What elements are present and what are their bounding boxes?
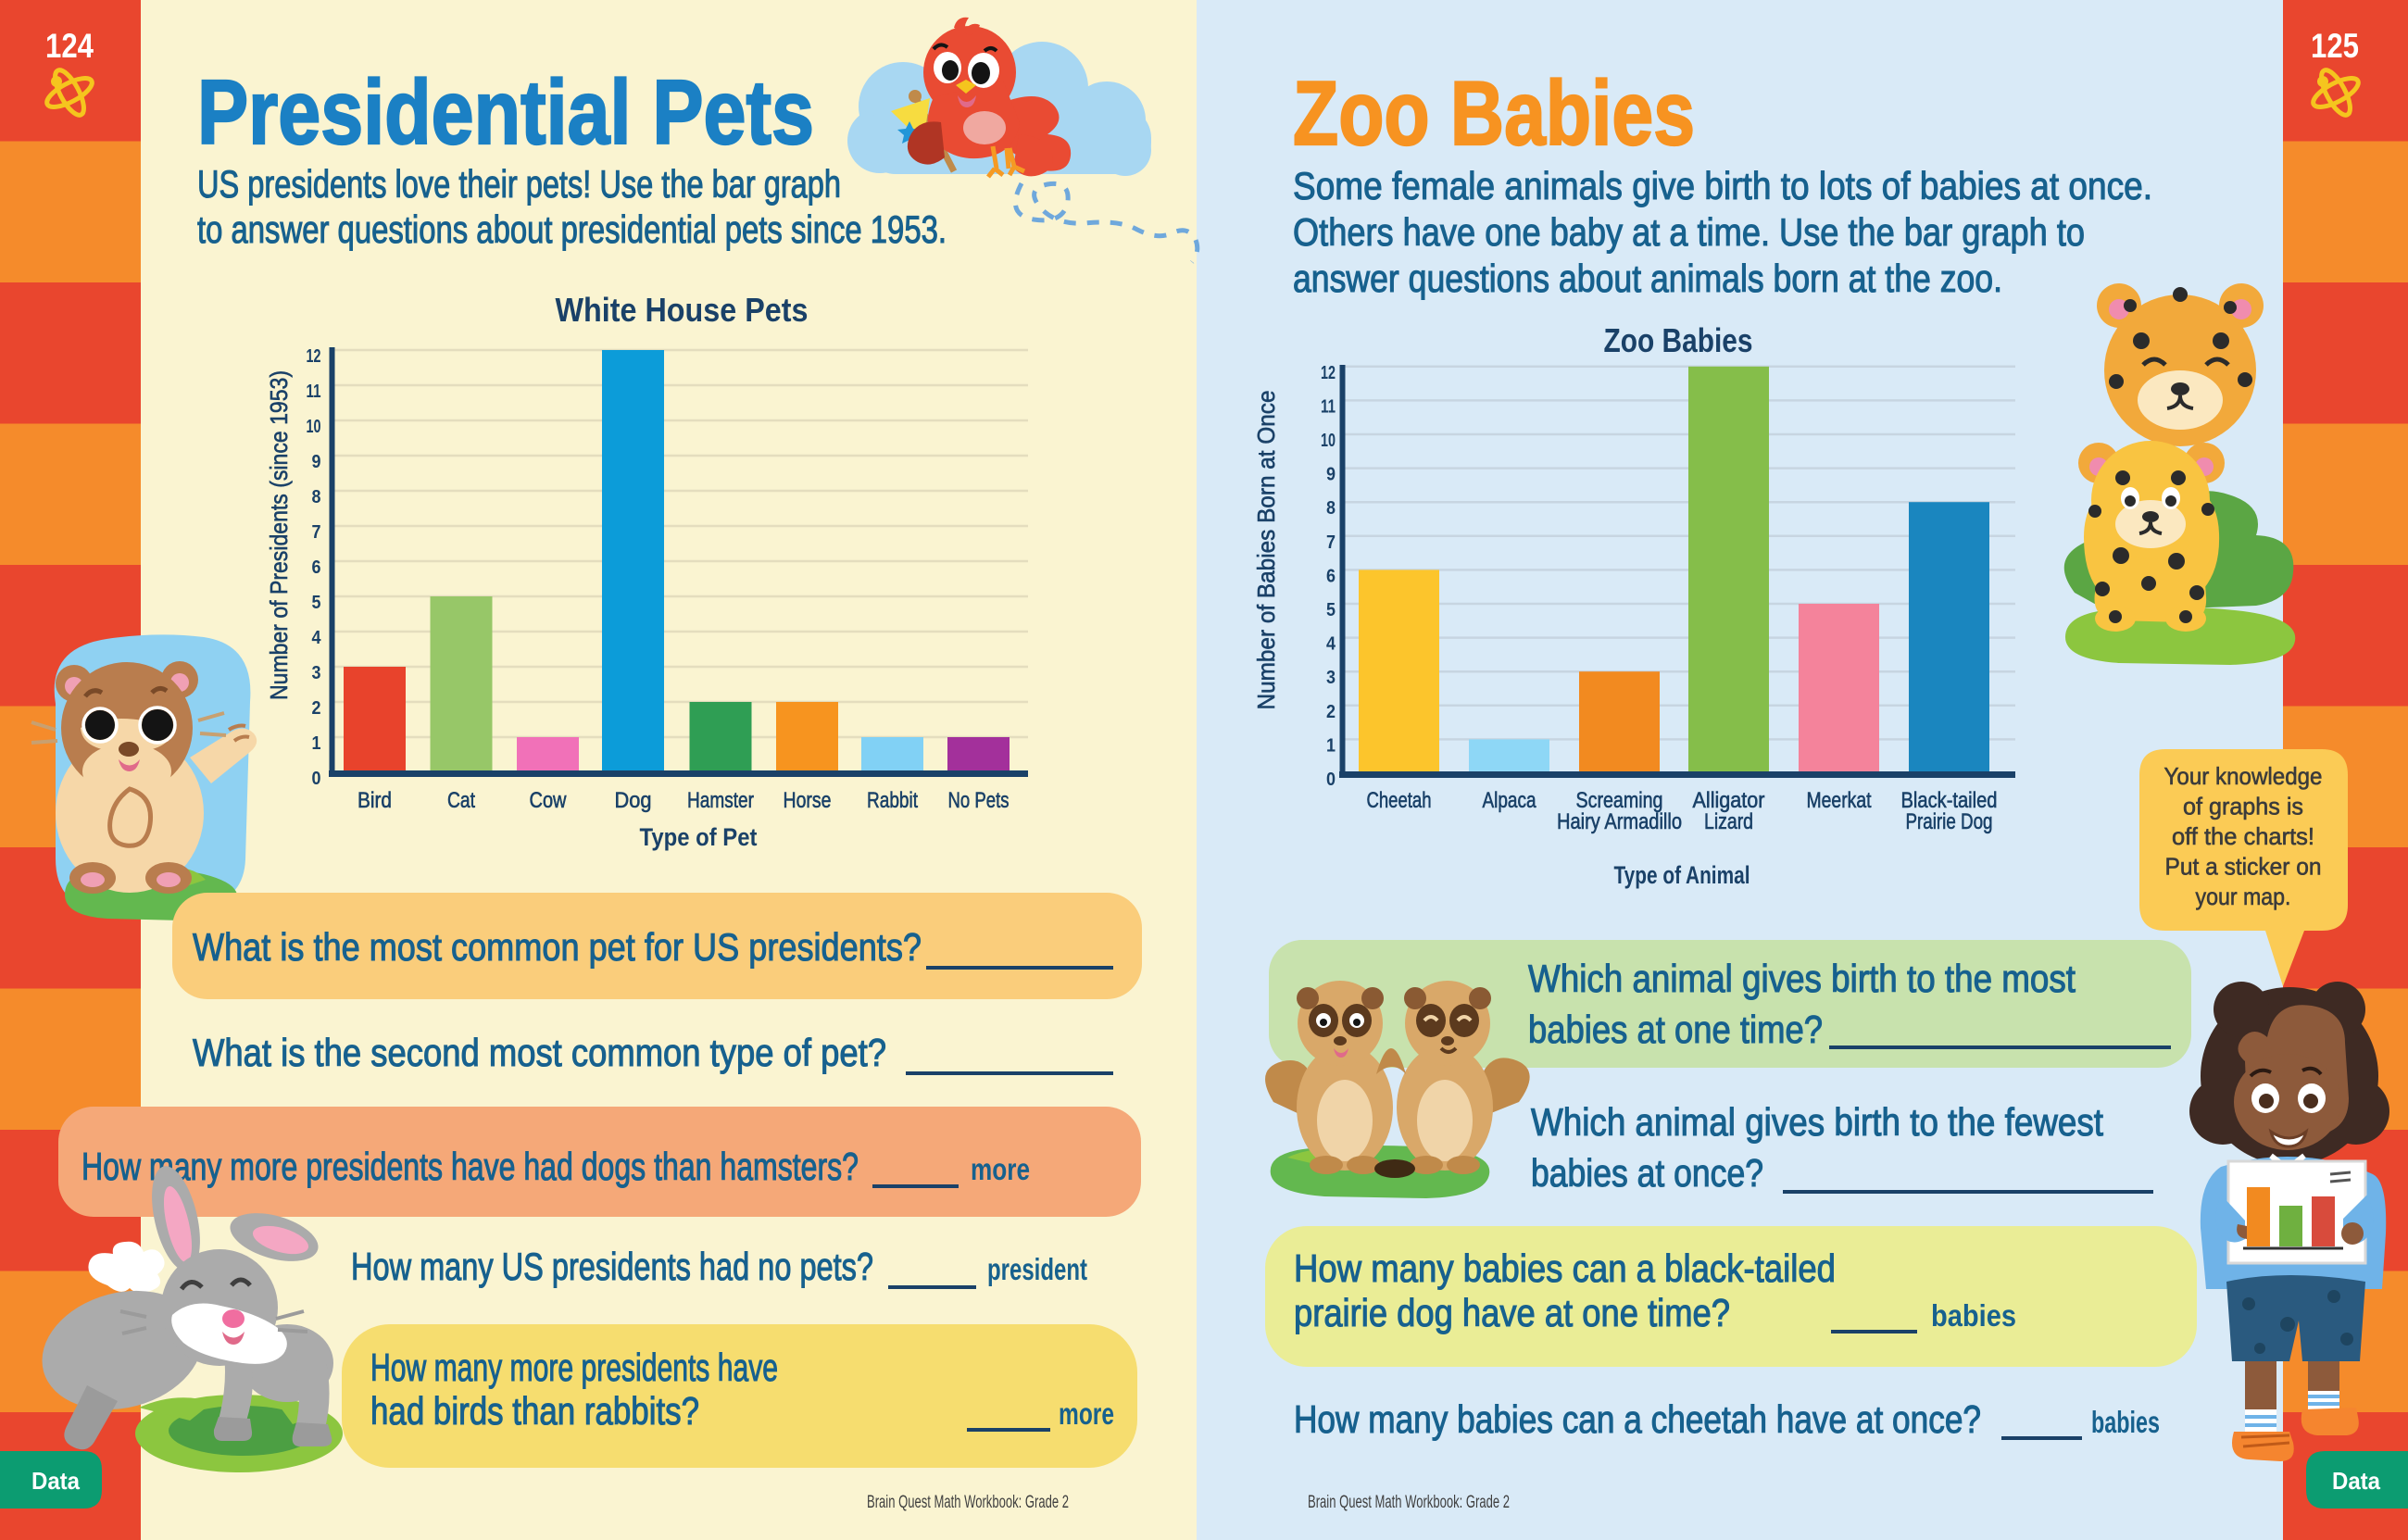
svg-text:to answer questions about pres: to answer questions about presidential p… [197,207,947,251]
svg-text:10: 10 [307,417,321,437]
svg-text:Screaming: Screaming [1576,788,1663,813]
svg-text:How many US presidents had no: How many US presidents had no pets? [351,1245,873,1288]
svg-text:babies at once?: babies at once? [1531,1151,1763,1195]
svg-text:Number of Babies Born at Once: Number of Babies Born at Once [1252,391,1280,710]
svg-text:answer questions about animals: answer questions about animals born at t… [1293,257,2002,300]
svg-text:off the charts!: off the charts! [2172,822,2314,850]
svg-text:Bird: Bird [357,788,392,813]
svg-text:Cow: Cow [530,788,568,813]
svg-text:Prairie Dog: Prairie Dog [1906,809,1993,834]
svg-text:3: 3 [1326,668,1336,688]
svg-text:125: 125 [2311,27,2359,65]
svg-text:babies: babies [2091,1405,2160,1439]
svg-text:8: 8 [312,487,321,507]
svg-text:Dog: Dog [615,788,652,813]
svg-text:Brain Quest Math Workbook: Gra: Brain Quest Math Workbook: Grade 2 [1308,1493,1510,1512]
svg-text:Zoo Babies: Zoo Babies [1604,321,1753,359]
svg-text:What is the second most common: What is the second most common type of p… [193,1031,886,1074]
svg-text:Put a sticker on: Put a sticker on [2165,853,2322,881]
svg-text:How many babies can a black-ta: How many babies can a black-tailed [1294,1246,1836,1290]
svg-text:Meerkat: Meerkat [1807,788,1872,813]
svg-text:2: 2 [1326,702,1336,722]
svg-text:9: 9 [312,452,321,472]
svg-text:6: 6 [312,557,321,578]
svg-text:prairie dog have at one time?: prairie dog have at one time? [1294,1291,1730,1334]
svg-text:How many more presidents have: How many more presidents have [370,1346,778,1389]
svg-text:3: 3 [312,663,321,683]
svg-text:12: 12 [307,346,321,367]
svg-text:more: more [971,1152,1030,1186]
svg-text:Presidential Pets: Presidential Pets [197,61,814,163]
svg-text:Horse: Horse [784,788,832,813]
svg-text:Data: Data [31,1467,80,1495]
svg-text:Hairy Armadillo: Hairy Armadillo [1557,809,1682,834]
svg-text:Type of Animal: Type of Animal [1614,861,1750,889]
svg-text:White House Pets: White House Pets [556,291,809,329]
svg-text:Zoo Babies: Zoo Babies [1293,62,1695,164]
svg-text:What is the most common pet fo: What is the most common pet for US presi… [193,925,922,969]
svg-text:10: 10 [1321,431,1336,451]
svg-text:president: president [987,1252,1087,1286]
svg-text:Cat: Cat [447,788,475,813]
svg-text:Data: Data [2332,1467,2380,1495]
svg-text:your map.: your map. [2196,883,2291,910]
svg-text:US presidents love their pets!: US presidents love their pets! Use the b… [197,162,841,206]
svg-text:0: 0 [1326,770,1336,790]
svg-text:of graphs is: of graphs is [2183,793,2303,820]
svg-text:11: 11 [307,382,321,402]
svg-text:7: 7 [312,522,321,543]
svg-text:had birds than rabbits?: had birds than rabbits? [370,1389,699,1433]
svg-text:Cheetah: Cheetah [1367,788,1432,813]
svg-text:1: 1 [312,733,321,754]
svg-text:Your knowledge: Your knowledge [2164,762,2323,790]
svg-text:5: 5 [1326,600,1336,620]
svg-text:Type of Pet: Type of Pet [640,823,758,851]
svg-text:How many more presidents have: How many more presidents have had dogs t… [82,1145,859,1188]
svg-text:Hamster: Hamster [687,788,754,813]
svg-text:Some female animals give birth: Some female animals give birth to lots o… [1293,164,2152,207]
svg-text:11: 11 [1321,396,1336,417]
svg-text:Brain Quest Math Workbook: Gra: Brain Quest Math Workbook: Grade 2 [867,1493,1069,1512]
svg-text:0: 0 [312,769,321,789]
svg-text:124: 124 [45,27,94,65]
svg-text:4: 4 [312,628,322,648]
svg-text:Rabbit: Rabbit [867,788,918,813]
svg-text:babies at one time?: babies at one time? [1528,1008,1823,1051]
svg-text:Which animal gives birth to th: Which animal gives birth to the fewest [1531,1100,2103,1144]
svg-text:No Pets: No Pets [948,788,1010,813]
svg-text:4: 4 [1326,634,1336,655]
svg-text:7: 7 [1326,532,1336,553]
svg-text:Black-tailed: Black-tailed [1901,788,1998,813]
svg-text:8: 8 [1326,498,1336,519]
svg-text:Lizard: Lizard [1704,809,1753,834]
svg-text:Others have one baby at a time: Others have one baby at a time. Use the … [1293,210,2085,254]
svg-text:5: 5 [312,593,321,613]
svg-text:Number of Presidents (since 19: Number of Presidents (since 1953) [265,370,293,700]
svg-text:Alpaca: Alpaca [1483,788,1537,813]
svg-text:12: 12 [1321,363,1336,383]
svg-text:babies: babies [1931,1298,2016,1333]
svg-text:How many babies can a cheetah: How many babies can a cheetah have at on… [1294,1397,1981,1441]
svg-text:1: 1 [1326,735,1336,756]
svg-text:2: 2 [312,698,321,719]
svg-text:9: 9 [1326,465,1336,485]
svg-text:6: 6 [1326,566,1336,586]
svg-text:Which animal gives birth to th: Which animal gives birth to the most [1528,957,2076,1000]
svg-text:more: more [1059,1396,1114,1431]
svg-text:Alligator: Alligator [1693,788,1765,813]
